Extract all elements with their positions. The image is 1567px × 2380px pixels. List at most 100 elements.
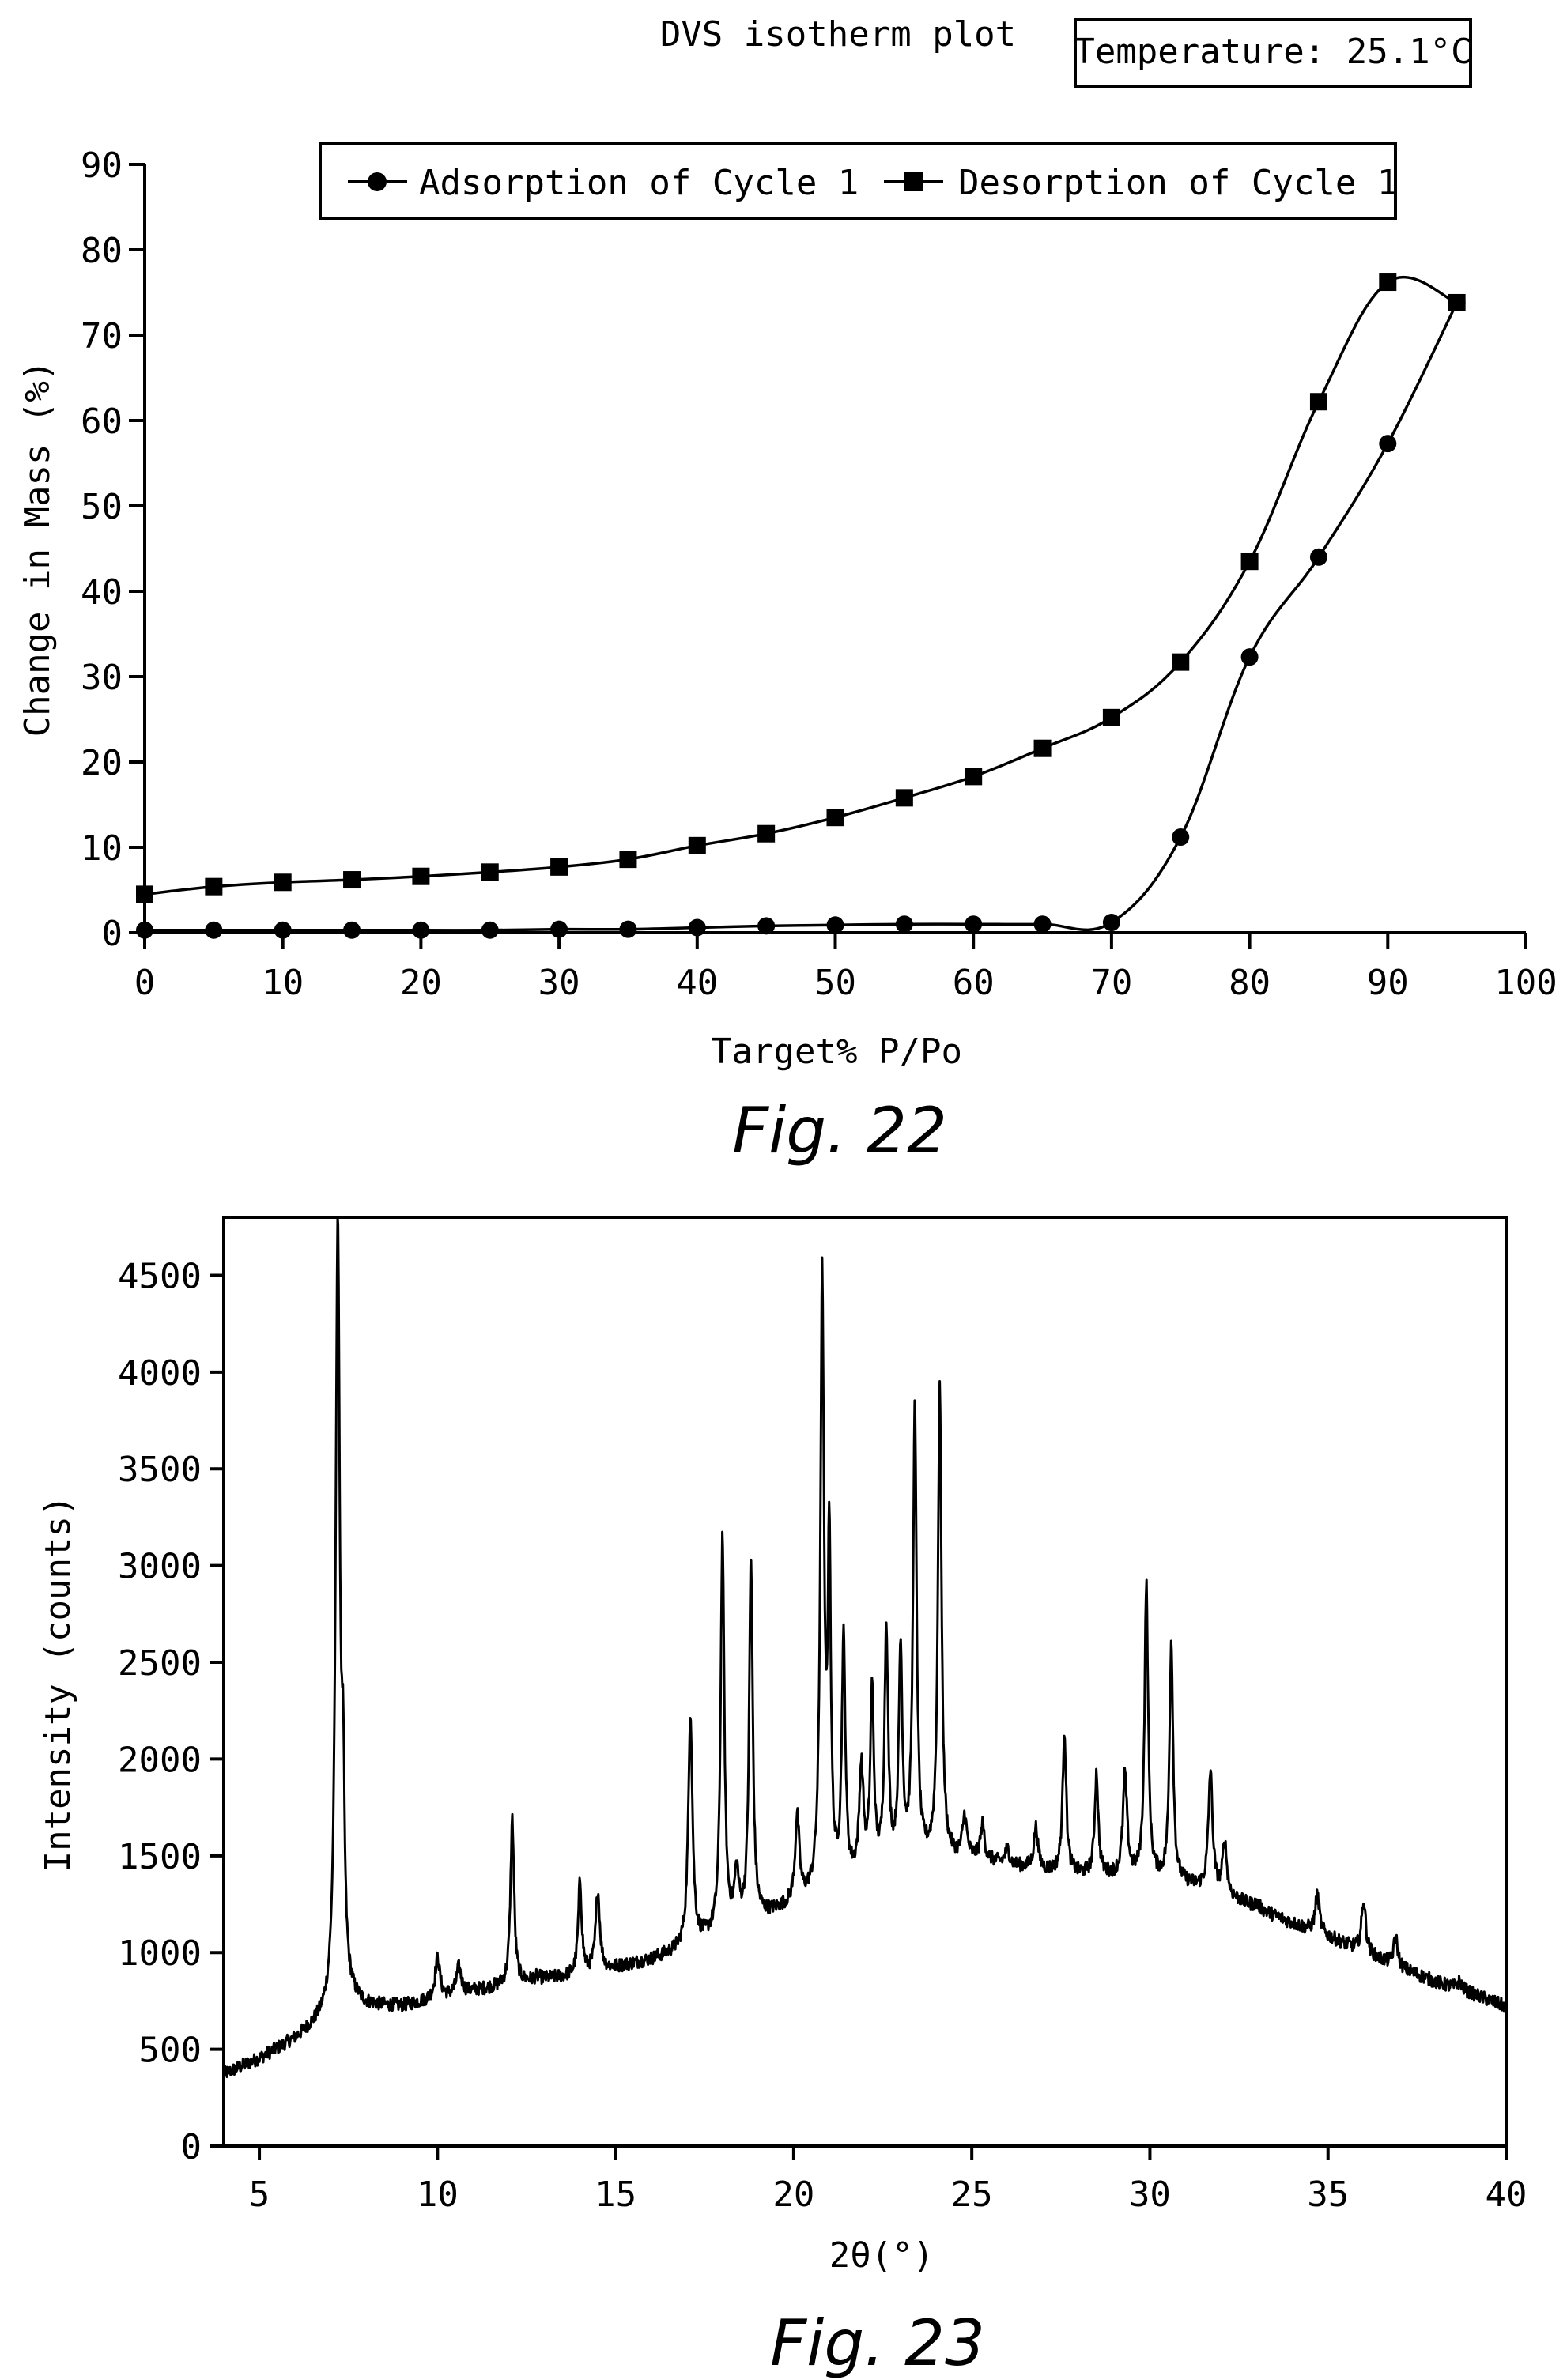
y-tick-label: 50 [81,487,123,527]
x-tick-label: 100 [1494,963,1557,1003]
desorption-point [205,877,223,896]
desorption-point [619,851,637,869]
chart-title: DVS isotherm plot [660,14,1016,55]
desorption-point [757,824,776,843]
x-tick-label: 35 [1307,2174,1349,2215]
y-ticks: 0 500 1000 1500 2000 2500 3000 3500 4000 4500 [118,1256,224,2167]
legend-marker-desorption [904,172,923,191]
x-tick-label: 70 [1090,963,1132,1003]
legend-label-desorption: Desorption of Cycle 1 [958,163,1398,203]
adsorption-point [1172,828,1190,847]
adsorption-point [619,920,637,938]
desorption-point [136,885,153,903]
adsorption-point [205,921,223,939]
adsorption-point [412,921,430,939]
x-tick-label: 5 [249,2174,270,2215]
y-tick-label: 30 [81,658,123,698]
x-ticks: 0 10 20 30 40 50 60 70 80 90 100 [134,933,1558,1003]
desorption-point [412,867,430,885]
figure-caption-22: Fig. 22 [732,1094,947,1167]
y-tick-label: 90 [81,145,123,186]
y-ticks: 0 10 20 30 40 50 60 70 80 90 [81,145,145,954]
desorption-point [1240,553,1259,571]
x-tick-label: 40 [676,963,718,1003]
desorption-point [481,863,499,881]
desorption-point [1033,739,1052,757]
temperature-annotation: Temperature: 25.1°C [1074,32,1471,72]
adsorption-point [1102,914,1120,932]
x-tick-label: 60 [953,963,995,1003]
adsorption-point [1309,548,1327,566]
desorption-point [826,809,844,827]
adsorption-point [965,915,983,934]
y-tick-label: 500 [139,2031,202,2071]
adsorption-point [895,915,913,934]
series-layer [222,1216,1508,2079]
desorption-point [965,768,983,786]
y-tick-label: 20 [81,743,123,783]
y-tick-label: 2500 [118,1643,202,1684]
desorption-point [895,789,913,807]
y-tick-label: 80 [81,231,123,271]
x-tick-label: 50 [814,963,856,1003]
y-tick-label: 3000 [118,1547,202,1587]
y-tick-label: 4000 [118,1353,202,1394]
series-line-desorption [144,275,1458,896]
legend: Adsorption of Cycle 1 Desorption of Cycl… [319,142,1398,220]
y-tick-label: 3500 [118,1450,202,1490]
legend-label-adsorption: Adsorption of Cycle 1 [419,163,859,203]
y-tick-label: 1500 [118,1837,202,1877]
desorption-point [274,873,292,892]
adsorption-point [1033,915,1052,934]
x-tick-label: 80 [1229,963,1271,1003]
temperature-box [1074,18,1472,88]
desorption-point [1172,653,1190,671]
x-tick-label: 30 [538,963,580,1003]
x-axis-label: Target% P/Po [711,1032,962,1072]
x-tick-label: 20 [400,963,442,1003]
y-tick-label: 70 [81,316,123,356]
legend-marker-adsorption [368,172,387,191]
adsorption-point [757,917,776,935]
xrpd-pattern-chart: 0 500 1000 1500 2000 2500 3000 3500 4000 4500 5 10… [38,1216,1527,2380]
y-tick-label: 0 [181,2127,202,2167]
desorption-point [550,858,568,876]
desorption-point [343,871,361,889]
x-tick-label: 10 [262,963,304,1003]
y-tick-label: 2000 [118,1740,202,1780]
y-tick-label: 1000 [118,1933,202,1974]
x-tick-label: 20 [772,2174,814,2215]
y-axis-label: Intensity (counts) [38,1496,78,1873]
x-ticks: 5 10 15 20 25 30 35 40 [249,2146,1527,2215]
x-tick-label: 15 [595,2174,636,2215]
y-tick-label: 10 [81,828,123,869]
y-tick-label: 0 [102,914,123,954]
diffraction-trace [222,1216,1508,2079]
x-tick-label: 90 [1367,963,1409,1003]
adsorption-point [688,918,706,937]
desorption-point [1102,708,1120,726]
dvs-isotherm-chart: DVS isotherm plot Temperature: 25.1°C 0 1… [17,14,1558,1167]
adsorption-point [481,921,499,939]
desorption-point [1448,293,1466,311]
y-axis-label: Change in Mass (%) [17,360,58,737]
x-tick-label: 10 [417,2174,459,2215]
adsorption-point [274,921,292,939]
y-tick-label: 60 [81,402,123,442]
x-tick-label: 30 [1129,2174,1171,2215]
adsorption-point [1379,435,1397,453]
y-tick-label: 4500 [118,1256,202,1296]
series-layer [136,273,1466,939]
x-tick-label: 0 [134,963,156,1003]
desorption-point [1309,393,1327,411]
legend-box [319,142,1397,220]
x-axis-label: 2θ(°) [829,2235,934,2276]
x-tick-label: 40 [1486,2174,1527,2215]
figure-caption-23: Fig. 23 [770,2306,985,2380]
y-tick-label: 40 [81,572,123,613]
desorption-point [1379,273,1397,292]
desorption-point [688,836,706,854]
adsorption-point [550,920,568,938]
adsorption-point [826,916,844,934]
